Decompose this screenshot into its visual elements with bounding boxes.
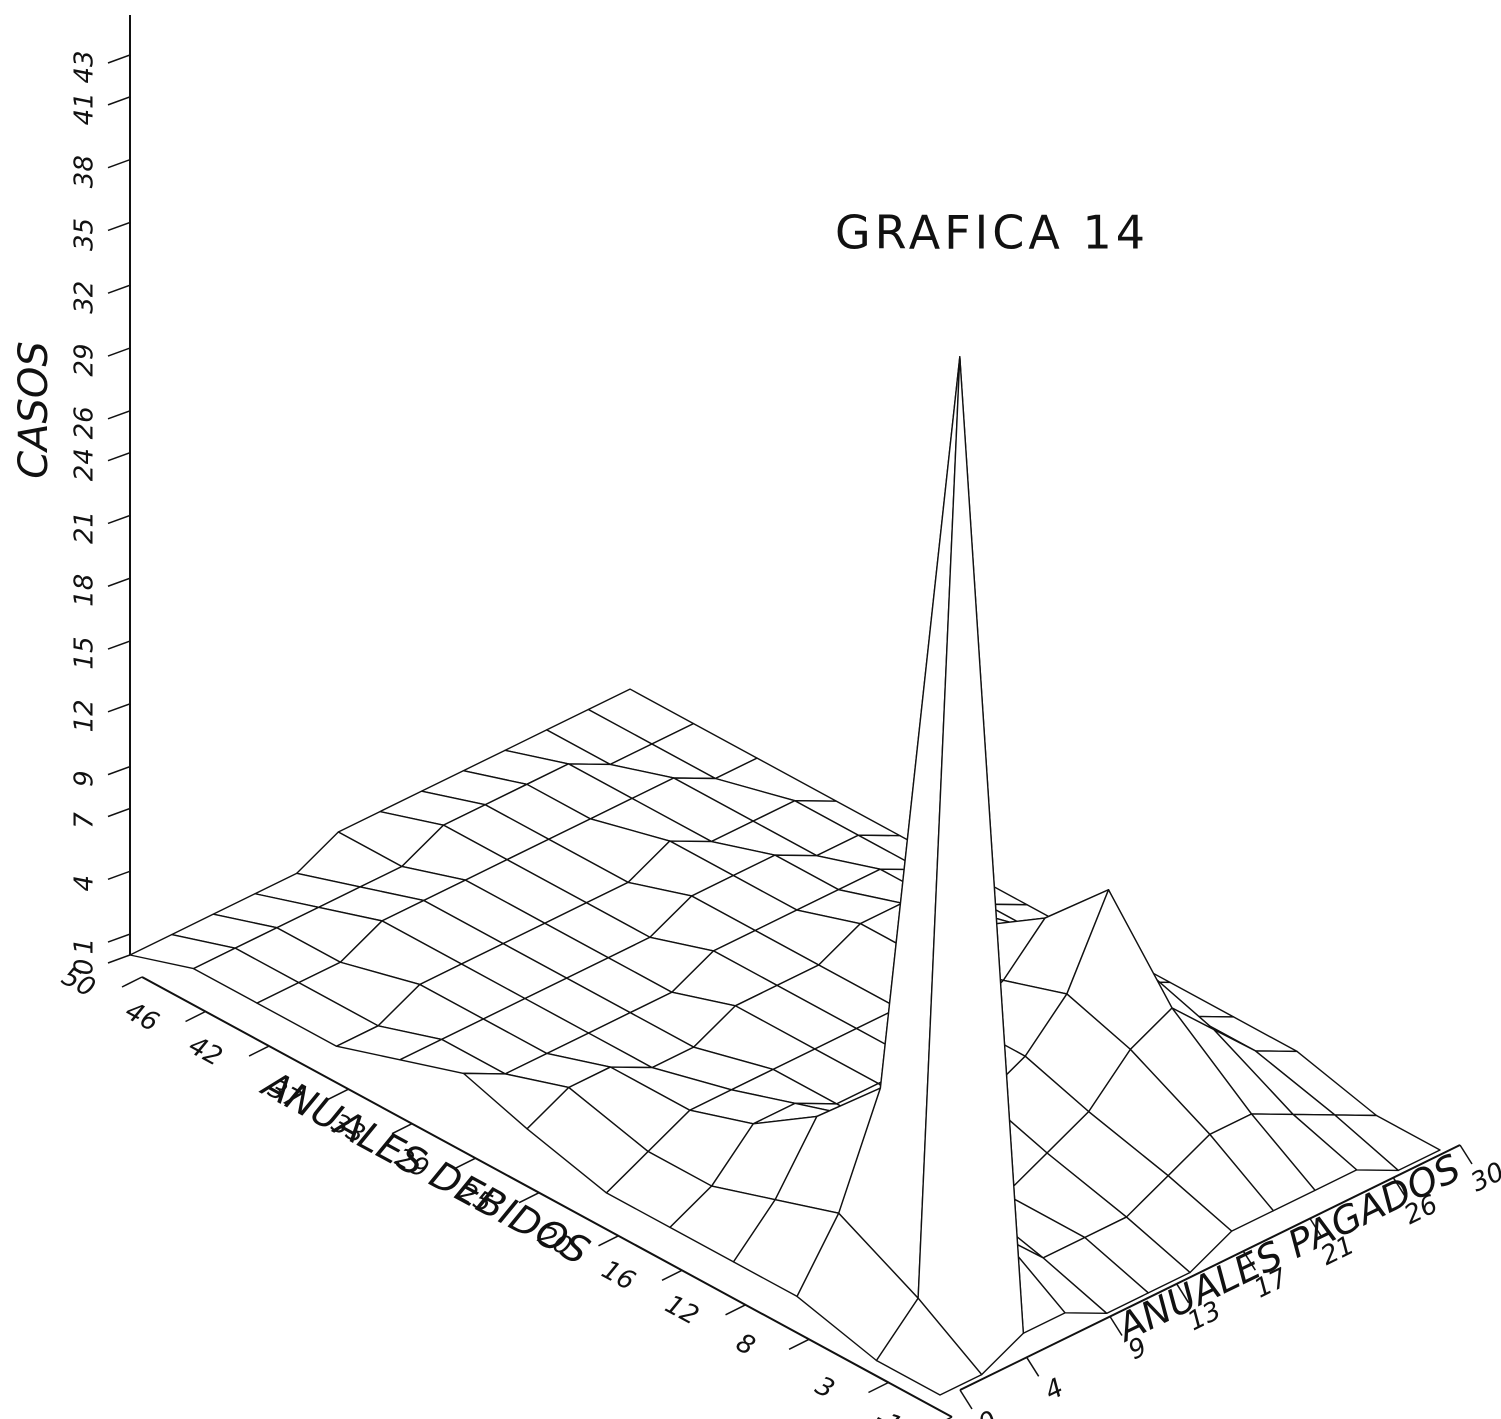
y-tick-label: 8 — [731, 1328, 760, 1362]
x-tick — [1392, 1177, 1406, 1198]
z-tick-label: 24 — [70, 448, 100, 481]
z-tick-label: 4 — [70, 875, 100, 892]
x-tick — [1109, 1316, 1123, 1336]
z-tick — [107, 954, 131, 964]
z-tick — [107, 640, 131, 650]
z-tick — [107, 54, 131, 64]
y-tick — [391, 1122, 413, 1135]
z-tick-label: 0 — [70, 959, 100, 976]
z-tick-label: 21 — [70, 511, 100, 544]
y-axis — [141, 976, 953, 1418]
z-tick — [107, 158, 131, 169]
z-tick-label: 15 — [70, 636, 100, 669]
z-tick-label: 1 — [70, 938, 100, 955]
x-tick — [1176, 1283, 1190, 1304]
z-tick — [107, 451, 131, 462]
x-tick — [1309, 1218, 1323, 1238]
z-tick-label: 26 — [70, 406, 100, 439]
z-tick — [107, 577, 131, 587]
x-tick — [1459, 1144, 1473, 1165]
x-tick — [1242, 1250, 1256, 1271]
x-tick-label: 0 — [974, 1405, 1002, 1419]
y-tick — [518, 1192, 540, 1204]
chart-title: GRAFICA 14 — [835, 206, 1149, 260]
x-tick — [959, 1389, 973, 1410]
y-tick — [868, 1381, 889, 1394]
z-axis-title: CASOS — [11, 341, 57, 479]
y-tick — [661, 1269, 683, 1282]
z-tick — [107, 807, 131, 818]
y-tick — [328, 1088, 349, 1100]
z-tick-label: 9 — [70, 770, 100, 787]
z-tick — [107, 933, 131, 943]
z-tick — [107, 347, 131, 357]
z-tick — [107, 410, 131, 420]
z-tick — [107, 870, 131, 880]
x-tick-label: 4 — [1040, 1373, 1068, 1407]
surface-cell — [875, 1297, 983, 1396]
z-tick — [107, 765, 131, 776]
x-tick — [1026, 1356, 1040, 1377]
z-tick-label: 29 — [70, 343, 100, 376]
y-tick — [598, 1235, 619, 1247]
y-tick-label: 12 — [660, 1289, 703, 1331]
y-tick-label: 42 — [184, 1031, 227, 1073]
z-tick-label: 18 — [70, 574, 100, 607]
y-tick-label: -1 — [870, 1403, 907, 1419]
z-tick — [107, 96, 131, 106]
x-axis — [959, 1144, 1461, 1391]
z-tick-label: 12 — [70, 699, 100, 732]
y-tick — [455, 1157, 476, 1169]
z-tick-label: 7 — [70, 812, 100, 829]
z-tick-label: 41 — [70, 92, 100, 125]
y-tick-label: 46 — [120, 996, 163, 1038]
z-tick — [107, 284, 131, 294]
y-tick-label: 3 — [810, 1371, 839, 1405]
y-tick — [121, 976, 143, 988]
z-tick — [107, 703, 131, 713]
y-tick — [725, 1304, 746, 1316]
z-tick-label: 38 — [70, 155, 100, 188]
y-tick — [248, 1045, 270, 1057]
z-tick-label: 35 — [70, 218, 100, 251]
z-tick-label: 43 — [70, 50, 100, 83]
z-tick-label: 32 — [70, 281, 100, 314]
y-tick-label: 16 — [597, 1255, 640, 1297]
z-tick — [107, 221, 131, 232]
y-tick — [788, 1338, 810, 1351]
y-tick — [185, 1010, 206, 1023]
z-tick — [107, 514, 131, 525]
